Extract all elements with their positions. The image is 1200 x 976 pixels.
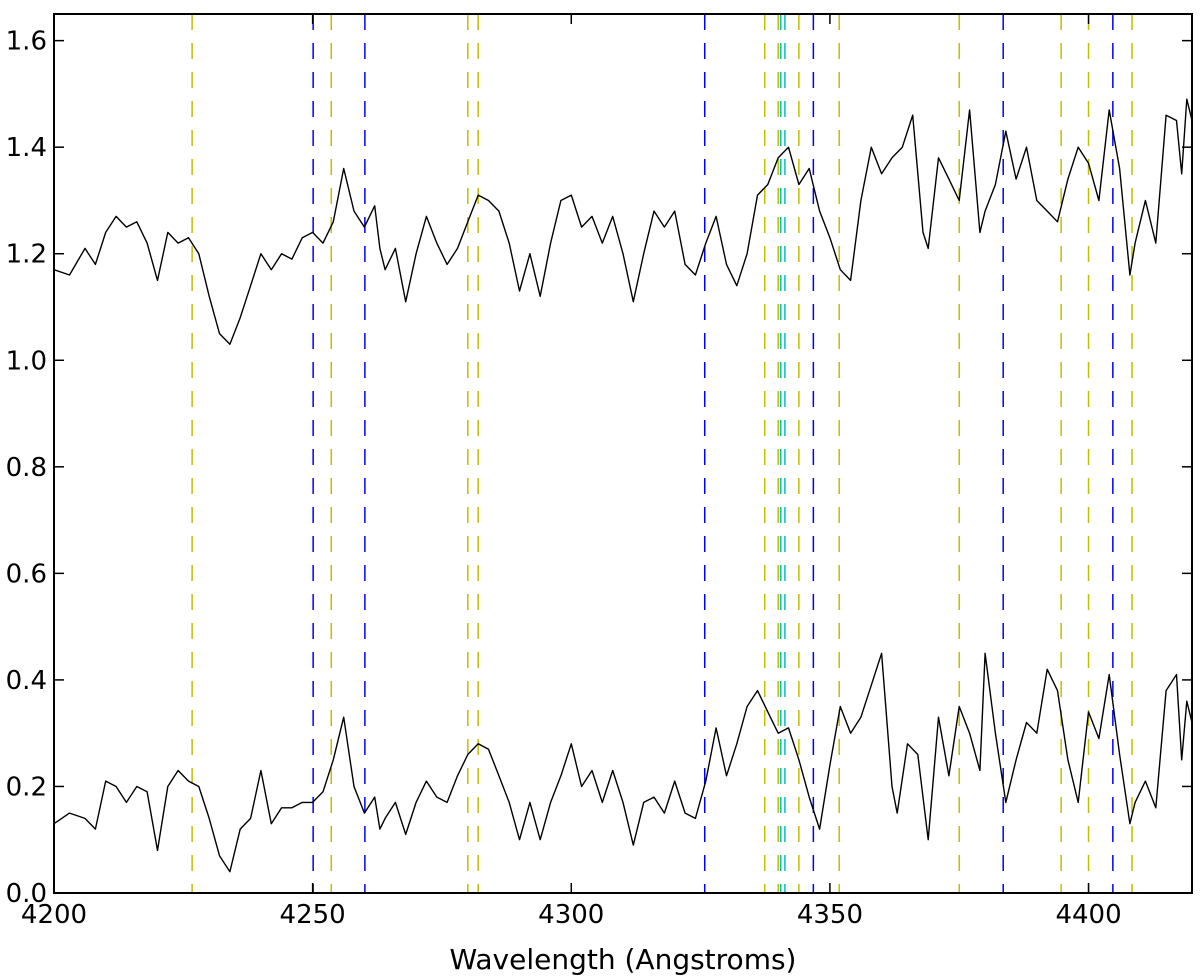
y-tick-label-2: 0.4 — [6, 666, 47, 696]
axis-ticks: 4200 4250 4300 4350 4400 0.0 0.2 0.4 0.6 0.8 1.0 1.… — [6, 14, 1192, 930]
y-tick-label-3: 0.6 — [6, 559, 47, 589]
y-tick-label-6: 1.2 — [6, 240, 47, 270]
y-tick-label-7: 1.4 — [6, 133, 47, 163]
series-layer — [53, 98, 1193, 873]
y-tick-label-0: 0.0 — [6, 879, 47, 909]
y-tick-label-1: 0.2 — [6, 772, 47, 802]
spectrum-series-0 — [53, 98, 1193, 345]
x-tick-label-4: 4400 — [1055, 900, 1121, 930]
x-tick-label-3: 4350 — [797, 900, 863, 930]
x-axis-label: Wavelength (Angstroms) — [450, 943, 797, 976]
x-tick-label-0: 4200 — [21, 900, 87, 930]
x-tick-label-2: 4300 — [538, 900, 604, 930]
reference-lines — [191, 14, 1133, 893]
y-tick-label-5: 1.0 — [6, 346, 47, 376]
spectrum-series-1 — [53, 652, 1193, 873]
x-tick-label-1: 4250 — [280, 900, 346, 930]
plot-frame — [53, 13, 1193, 894]
y-tick-label-4: 0.8 — [6, 453, 47, 483]
y-tick-label-8: 1.6 — [6, 27, 47, 57]
